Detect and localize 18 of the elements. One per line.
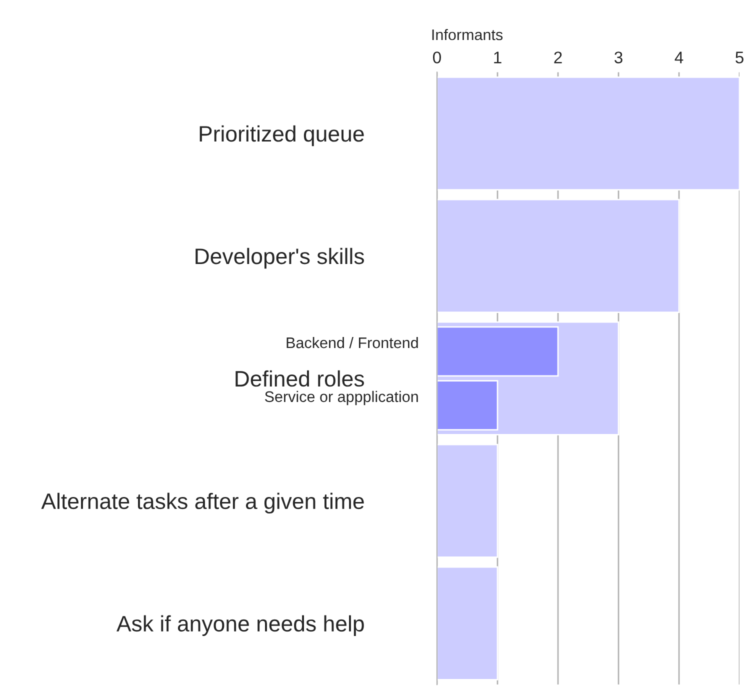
y-tick-label: Alternate tasks after a given time <box>41 492 364 514</box>
x-tick-label: 5 <box>736 52 744 64</box>
bar <box>436 76 740 190</box>
bar <box>436 198 680 313</box>
series-label: Service or appplication <box>264 390 418 406</box>
y-tick-label: Prioritized queue <box>200 125 364 146</box>
x-tick-label: 3 <box>614 52 622 64</box>
bar <box>436 444 498 558</box>
bar <box>436 566 498 680</box>
y-tick-label: Ask if anyone needs help <box>116 615 364 636</box>
x-axis-title: Informants <box>432 28 503 40</box>
y-tick-label: Defined roles <box>236 370 364 387</box>
series-label: Backend / Frontend <box>286 336 418 348</box>
x-tick-label: 0 <box>433 52 441 64</box>
y-tick-label: Developer's skills <box>196 248 364 269</box>
x-tick-label: 4 <box>674 52 684 64</box>
x-tick-label: 1 <box>494 52 502 64</box>
x-tick-label: 2 <box>554 52 562 64</box>
